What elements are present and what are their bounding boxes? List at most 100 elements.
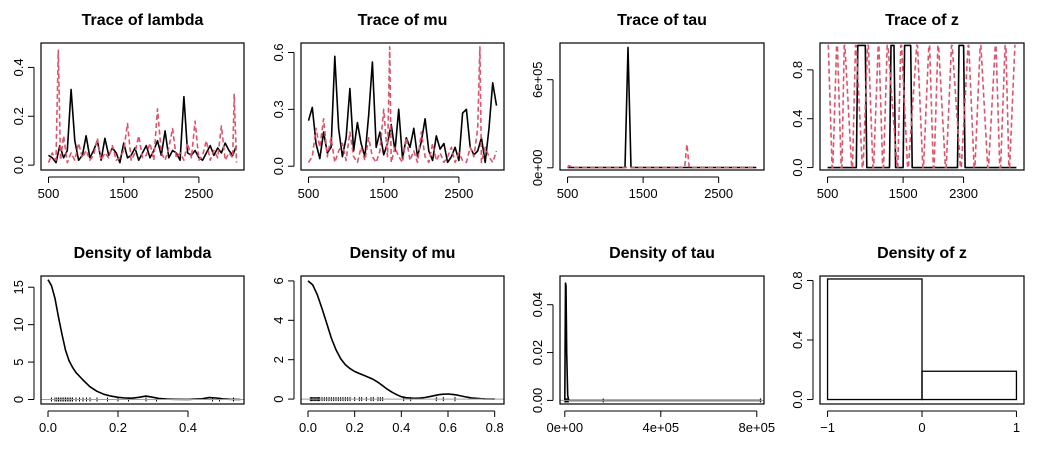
- density-mu-frame: [300, 275, 505, 405]
- trace-tau-y-axis: 0e+00 6e+05: [530, 61, 554, 187]
- density-mu-title: Density of mu: [350, 245, 456, 262]
- density-z-y-axis: 0.0 0.4 0.8: [790, 271, 814, 409]
- trace-mu-title: Trace of mu: [358, 12, 448, 29]
- density-lambda-y-tick-label-3: 15: [11, 280, 26, 294]
- trace-z-title: Trace of z: [885, 12, 959, 29]
- trace-z-series-1-line: [827, 44, 1017, 169]
- trace-z-y-tick-label-0: 0.0: [790, 159, 805, 177]
- density-tau-y-tick-label-0: 0.00: [530, 388, 545, 413]
- trace-tau-x-tick-label-0: 500: [557, 186, 579, 201]
- density-tau-plot-area: [560, 282, 764, 403]
- density-lambda-y-tick-label-1: 5: [11, 358, 26, 365]
- trace-tau-plot-area: [566, 46, 757, 169]
- density-lambda-x-axis: 0.0 0.2 0.4: [39, 410, 197, 435]
- density-lambda-x-tick-label-1: 0.2: [109, 420, 127, 435]
- trace-z-x-axis: 500 1500 2300: [817, 176, 978, 201]
- density-mu-x-axis: 0.0 0.2 0.4 0.6 0.8: [299, 410, 504, 435]
- density-mu-y-tick-label-1: 2: [271, 356, 286, 363]
- trace-lambda-x-tick-label-2: 2500: [184, 186, 213, 201]
- trace-mu-x-tick-label-1: 1500: [369, 186, 398, 201]
- trace-z-frame: [819, 42, 1025, 171]
- density-z-bar-1: [921, 370, 1018, 401]
- density-mu-panel: Density of mu 0.0 0.2 0.4 0.6 0.8 0 2 4 6: [271, 245, 505, 435]
- trace-mu-series-1-line: [307, 55, 498, 164]
- trace-tau-y-tick-label-0: 0e+00: [530, 150, 545, 187]
- trace-lambda-frame: [40, 42, 245, 171]
- trace-tau-title: Trace of tau: [617, 12, 707, 29]
- density-mu-y-axis: 0 2 4 6: [271, 277, 295, 403]
- density-lambda-y-axis: 0 5 10 15: [11, 280, 35, 403]
- density-z-panel: Density of z −1 0 1 0.0 0.4 0.8: [790, 245, 1025, 435]
- trace-mu-y-tick-label-0: 0.0: [271, 157, 286, 175]
- trace-tau-x-tick-label-1: 1500: [629, 186, 658, 201]
- trace-mu-y-tick-label-2: 0.6: [271, 43, 286, 61]
- trace-z-panel: Trace of z 500 1500 2300 0.0 0.4 0.8: [790, 12, 1025, 201]
- trace-lambda-y-tick-label-1: 0.2: [11, 107, 26, 125]
- density-tau-x-tick-label-2: 8e+05: [739, 420, 776, 435]
- density-mu-y-tick-label-0: 0: [271, 395, 286, 402]
- trace-lambda-x-tick-label-0: 500: [38, 186, 60, 201]
- trace-lambda-y-tick-label-2: 0.4: [11, 58, 26, 76]
- trace-lambda-plot-area: [47, 49, 238, 164]
- trace-mu-y-axis: 0.0 0.3 0.6: [271, 43, 295, 175]
- density-lambda-x-tick-label-0: 0.0: [39, 420, 57, 435]
- trace-mu-frame: [300, 42, 505, 171]
- density-z-y-tick-label-0: 0.0: [790, 390, 805, 408]
- trace-lambda-title: Trace of lambda: [82, 12, 204, 29]
- density-lambda-y-tick-label-0: 0: [11, 396, 26, 403]
- trace-z-plot-area: [827, 44, 1017, 169]
- density-mu-x-tick-label-0: 0.0: [299, 420, 317, 435]
- density-lambda-x-tick-label-2: 0.4: [179, 420, 197, 435]
- trace-tau-panel: Trace of tau 500 1500 2500 0e+00 6e+05: [530, 12, 765, 201]
- density-tau-y-axis: 0.00 0.02 0.04: [530, 292, 554, 413]
- trace-mu-x-axis: 500 1500 2500: [298, 176, 473, 201]
- density-tau-frame: [559, 275, 765, 405]
- density-mu-x-tick-label-3: 0.6: [439, 420, 457, 435]
- density-lambda-title: Density of lambda: [74, 245, 212, 262]
- trace-lambda-series-1-line: [48, 88, 238, 164]
- density-z-bar-0: [826, 278, 923, 401]
- trace-lambda-panel: Trace of lambda 500 1500 2500 0.0 0.2 0.4: [11, 12, 245, 201]
- density-tau-y-tick-label-2: 0.04: [530, 292, 545, 317]
- density-z-plot-area: [826, 278, 1018, 401]
- trace-z-y-axis: 0.0 0.4 0.8: [790, 61, 814, 177]
- density-z-x-axis: −1 0 1: [820, 410, 1020, 435]
- density-tau-title: Density of tau: [609, 245, 715, 262]
- trace-z-x-tick-label-1: 1500: [889, 186, 918, 201]
- trace-lambda-x-tick-label-1: 1500: [109, 186, 138, 201]
- trace-tau-series-1-line: [567, 46, 757, 169]
- density-z-y-tick-label-2: 0.8: [790, 271, 805, 289]
- density-mu-y-tick-label-2: 4: [271, 317, 286, 324]
- density-tau-series-1-line: [564, 282, 762, 402]
- trace-z-y-tick-label-2: 0.8: [790, 61, 805, 79]
- density-mu-x-tick-label-4: 0.8: [486, 420, 504, 435]
- trace-lambda-y-tick-label-0: 0.0: [11, 156, 26, 174]
- density-lambda-y-tick-label-2: 10: [11, 317, 26, 331]
- density-mu-y-tick-label-3: 6: [271, 277, 286, 284]
- density-z-x-tick-label-2: 1: [1013, 420, 1020, 435]
- trace-z-x-tick-label-0: 500: [817, 186, 839, 201]
- trace-mu-panel: Trace of mu 500 1500 2500 0.0 0.3 0.6: [271, 12, 505, 201]
- density-lambda-frame: [40, 275, 245, 405]
- density-mu-x-tick-label-1: 0.2: [346, 420, 364, 435]
- density-lambda-plot-area: [41, 279, 244, 402]
- density-z-y-tick-label-1: 0.4: [790, 331, 805, 349]
- density-mu-plot-area: [301, 280, 504, 402]
- trace-tau-x-tick-label-2: 2500: [704, 186, 733, 201]
- trace-tau-series-2-line: [566, 143, 757, 169]
- trace-z-series-2-line: [827, 44, 1016, 169]
- trace-z-y-tick-label-1: 0.4: [790, 110, 805, 128]
- density-tau-y-tick-label-1: 0.02: [530, 340, 545, 365]
- trace-mu-x-tick-label-2: 2500: [444, 186, 473, 201]
- density-lambda-panel: Density of lambda 0.0 0.2 0.4 0 5 10 15: [11, 245, 245, 435]
- density-z-title: Density of z: [877, 245, 967, 262]
- trace-z-x-tick-label-2: 2300: [949, 186, 978, 201]
- trace-lambda-series-2-line: [47, 49, 238, 164]
- density-tau-x-axis: 0e+00 4e+05 8e+05: [547, 410, 776, 435]
- trace-lambda-y-axis: 0.0 0.2 0.4: [11, 58, 35, 174]
- trace-mu-x-tick-label-0: 500: [298, 186, 320, 201]
- density-tau-x-tick-label-0: 0e+00: [547, 420, 584, 435]
- trace-tau-x-axis: 500 1500 2500: [557, 176, 733, 201]
